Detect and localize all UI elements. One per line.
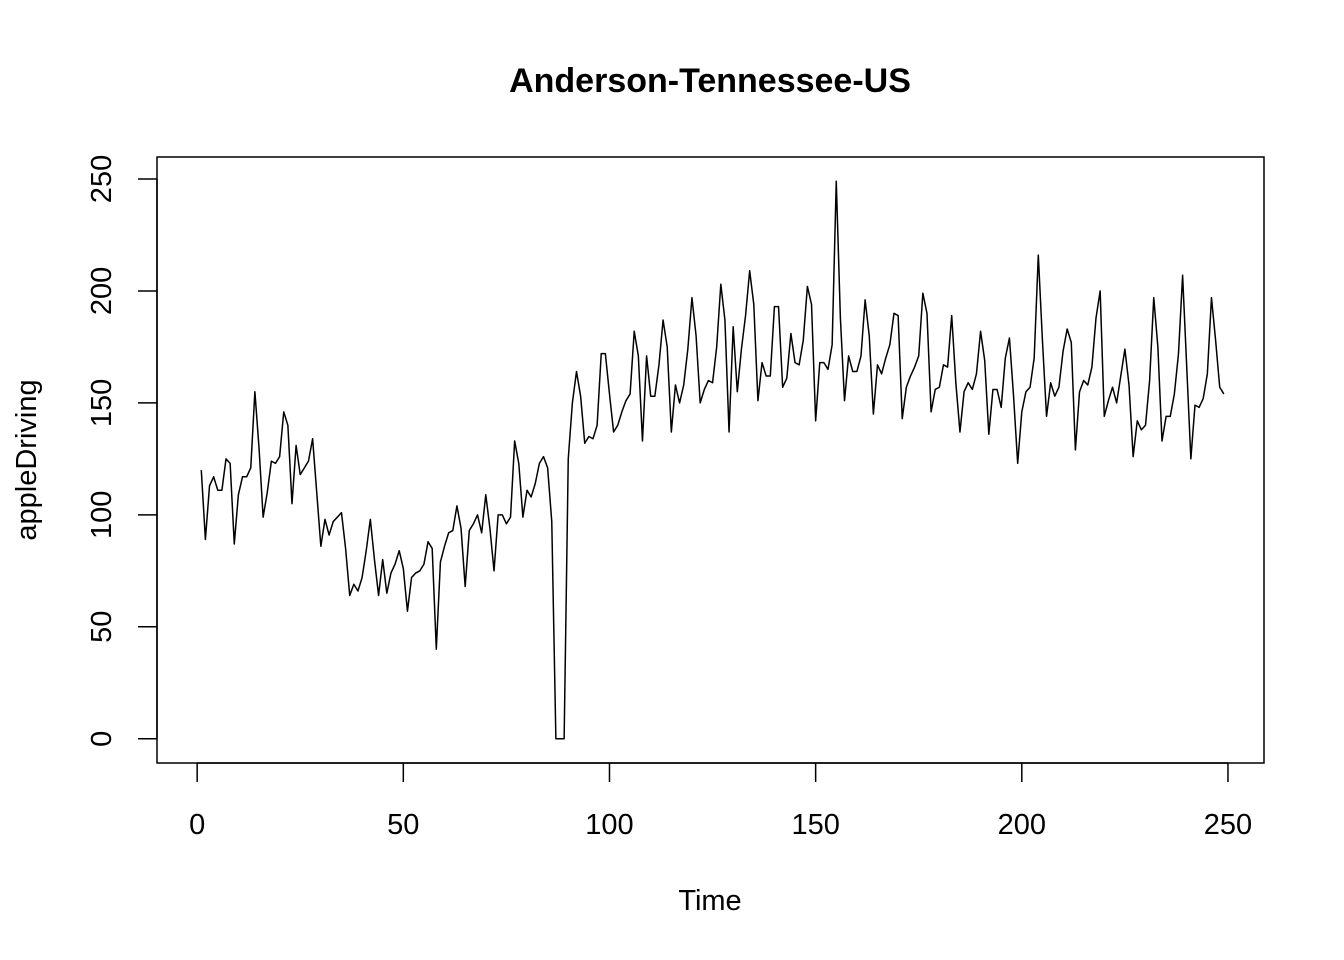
y-tick-label: 0 [86, 731, 118, 747]
y-tick-label: 200 [86, 267, 118, 315]
x-tick-label: 150 [791, 809, 839, 841]
series-line [200, 180, 1225, 740]
x-tick-label: 100 [585, 809, 633, 841]
y-tick-label: 150 [86, 379, 118, 427]
x-tick-label: 200 [998, 809, 1046, 841]
x-tick-label: 50 [387, 809, 419, 841]
y-axis: 0 50 100 150 200 250 [86, 155, 158, 747]
y-tick-label: 250 [86, 155, 118, 203]
plot-frame [156, 156, 1265, 764]
x-axis: 0 50 100 150 200 250 [189, 762, 1252, 841]
x-tick-label: 250 [1204, 809, 1252, 841]
y-axis-label: appleDriving [11, 379, 43, 540]
x-tick-label: 0 [189, 809, 205, 841]
chart-title: Anderson-Tennessee-US [509, 62, 911, 100]
y-tick-label: 50 [86, 611, 118, 643]
y-tick-label: 100 [86, 491, 118, 539]
x-axis-label: Time [678, 885, 741, 917]
series-group [200, 180, 1225, 740]
